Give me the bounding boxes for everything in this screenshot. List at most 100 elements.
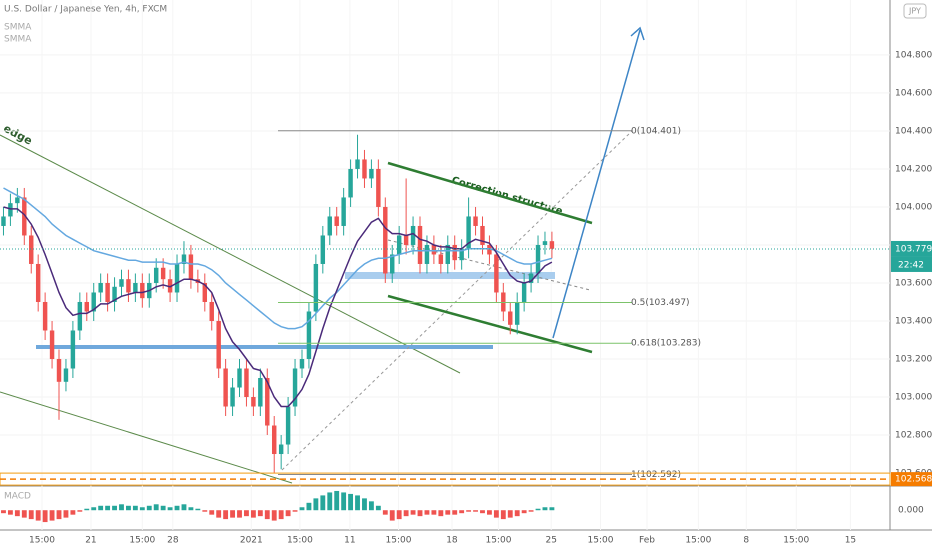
smma-line	[3, 206, 553, 408]
candle-body	[494, 254, 499, 293]
candle-body	[292, 368, 298, 407]
macd-bar	[306, 502, 312, 511]
macd-title: MACD	[4, 492, 31, 502]
candle-body	[501, 292, 506, 312]
candle-body	[431, 244, 437, 255]
candle-body	[480, 225, 485, 245]
macd-bar	[230, 510, 235, 518]
macd-bar	[70, 510, 76, 515]
wedge-upper	[0, 134, 461, 374]
macd-bar	[98, 505, 104, 511]
macd-bar	[112, 505, 117, 511]
macd-bar	[153, 504, 159, 511]
candle-body	[167, 279, 173, 293]
candle-body	[313, 263, 319, 312]
candle-body	[160, 267, 166, 280]
candle-body	[56, 358, 62, 382]
currency-label: JPY	[908, 7, 921, 16]
macd-bar	[424, 510, 430, 515]
macd-bar	[56, 510, 62, 520]
alert-label: 102.568	[895, 475, 932, 485]
candle-body	[230, 387, 235, 407]
macd-bar	[174, 505, 180, 511]
candle-body	[320, 235, 326, 264]
alert-band	[0, 472, 891, 486]
macd-bar	[389, 510, 395, 521]
macd-bar	[84, 508, 90, 511]
macd-bar	[223, 510, 229, 520]
macd-bar	[181, 504, 187, 511]
candle-body	[424, 244, 430, 264]
macd-bar	[375, 505, 381, 511]
macd-bar	[250, 510, 256, 518]
candle-body	[133, 282, 138, 293]
x-tick-label: 15:00	[783, 536, 809, 546]
candle-body	[383, 206, 388, 274]
candle-body	[84, 301, 89, 312]
macd-bar	[535, 508, 541, 511]
candle-body	[438, 254, 444, 264]
macd-bar	[487, 510, 492, 515]
macd-bar	[35, 510, 41, 521]
candle-body	[244, 368, 249, 398]
candle-body	[181, 254, 187, 264]
macd-bar	[146, 505, 152, 511]
support-zone	[345, 272, 555, 279]
macd-bar	[438, 510, 444, 517]
candle-body	[514, 301, 520, 325]
candle-body	[22, 197, 27, 236]
macd-bar	[445, 510, 451, 515]
macd-bar	[132, 505, 138, 511]
macd-bar	[209, 510, 215, 515]
x-tick-label: 21	[85, 536, 96, 546]
last-price-tag	[891, 240, 932, 257]
candle-body	[209, 301, 214, 321]
candle-body	[119, 279, 124, 287]
macd-bar	[271, 510, 277, 521]
candle-body	[15, 197, 20, 204]
x-tick-label: 15:00	[685, 536, 711, 546]
macd-bar	[195, 508, 201, 511]
fib-label: 1(102.592)	[631, 470, 681, 480]
macd-tick-label: 0.000	[898, 506, 924, 516]
candle-body	[542, 241, 548, 245]
candle-body	[42, 301, 48, 331]
smma-line	[3, 187, 553, 330]
candle-body	[140, 282, 145, 299]
candle-body	[376, 168, 381, 207]
channel-lower	[387, 294, 593, 354]
candle-body	[355, 159, 360, 169]
macd-bar	[334, 490, 340, 511]
x-tick-label: 15:00	[129, 536, 155, 546]
x-tick-label: 15:00	[29, 536, 55, 546]
x-tick-label: 15:00	[588, 536, 614, 546]
y-tick-label: 103.600	[895, 278, 932, 288]
candle-body	[237, 368, 242, 388]
candle-body	[77, 301, 83, 331]
candle-body	[549, 241, 555, 249]
candle-body	[459, 248, 464, 261]
macd-bar	[500, 510, 506, 520]
candle-body	[8, 203, 13, 217]
candle-body	[417, 225, 423, 264]
macd-bar	[396, 510, 402, 520]
candle-body	[49, 330, 55, 359]
fib-label: 0.618(103.283)	[631, 339, 701, 349]
macd-bar	[493, 510, 499, 518]
macd-bar	[466, 510, 472, 512]
macd-bar	[49, 510, 55, 521]
macd-bar	[278, 510, 284, 520]
macd-bar	[542, 507, 548, 511]
macd-bar	[285, 510, 291, 517]
candle-body	[521, 282, 527, 302]
macd-bar	[549, 507, 555, 511]
candle-body	[299, 358, 305, 369]
candle-body	[341, 197, 346, 226]
macd-bar	[299, 507, 305, 511]
macd-bar	[521, 510, 527, 514]
candle-body	[112, 286, 117, 302]
macd-bar	[313, 498, 319, 511]
x-tick-label: 15	[845, 536, 856, 546]
macd-bar	[382, 510, 388, 515]
channel-upper	[387, 161, 593, 225]
